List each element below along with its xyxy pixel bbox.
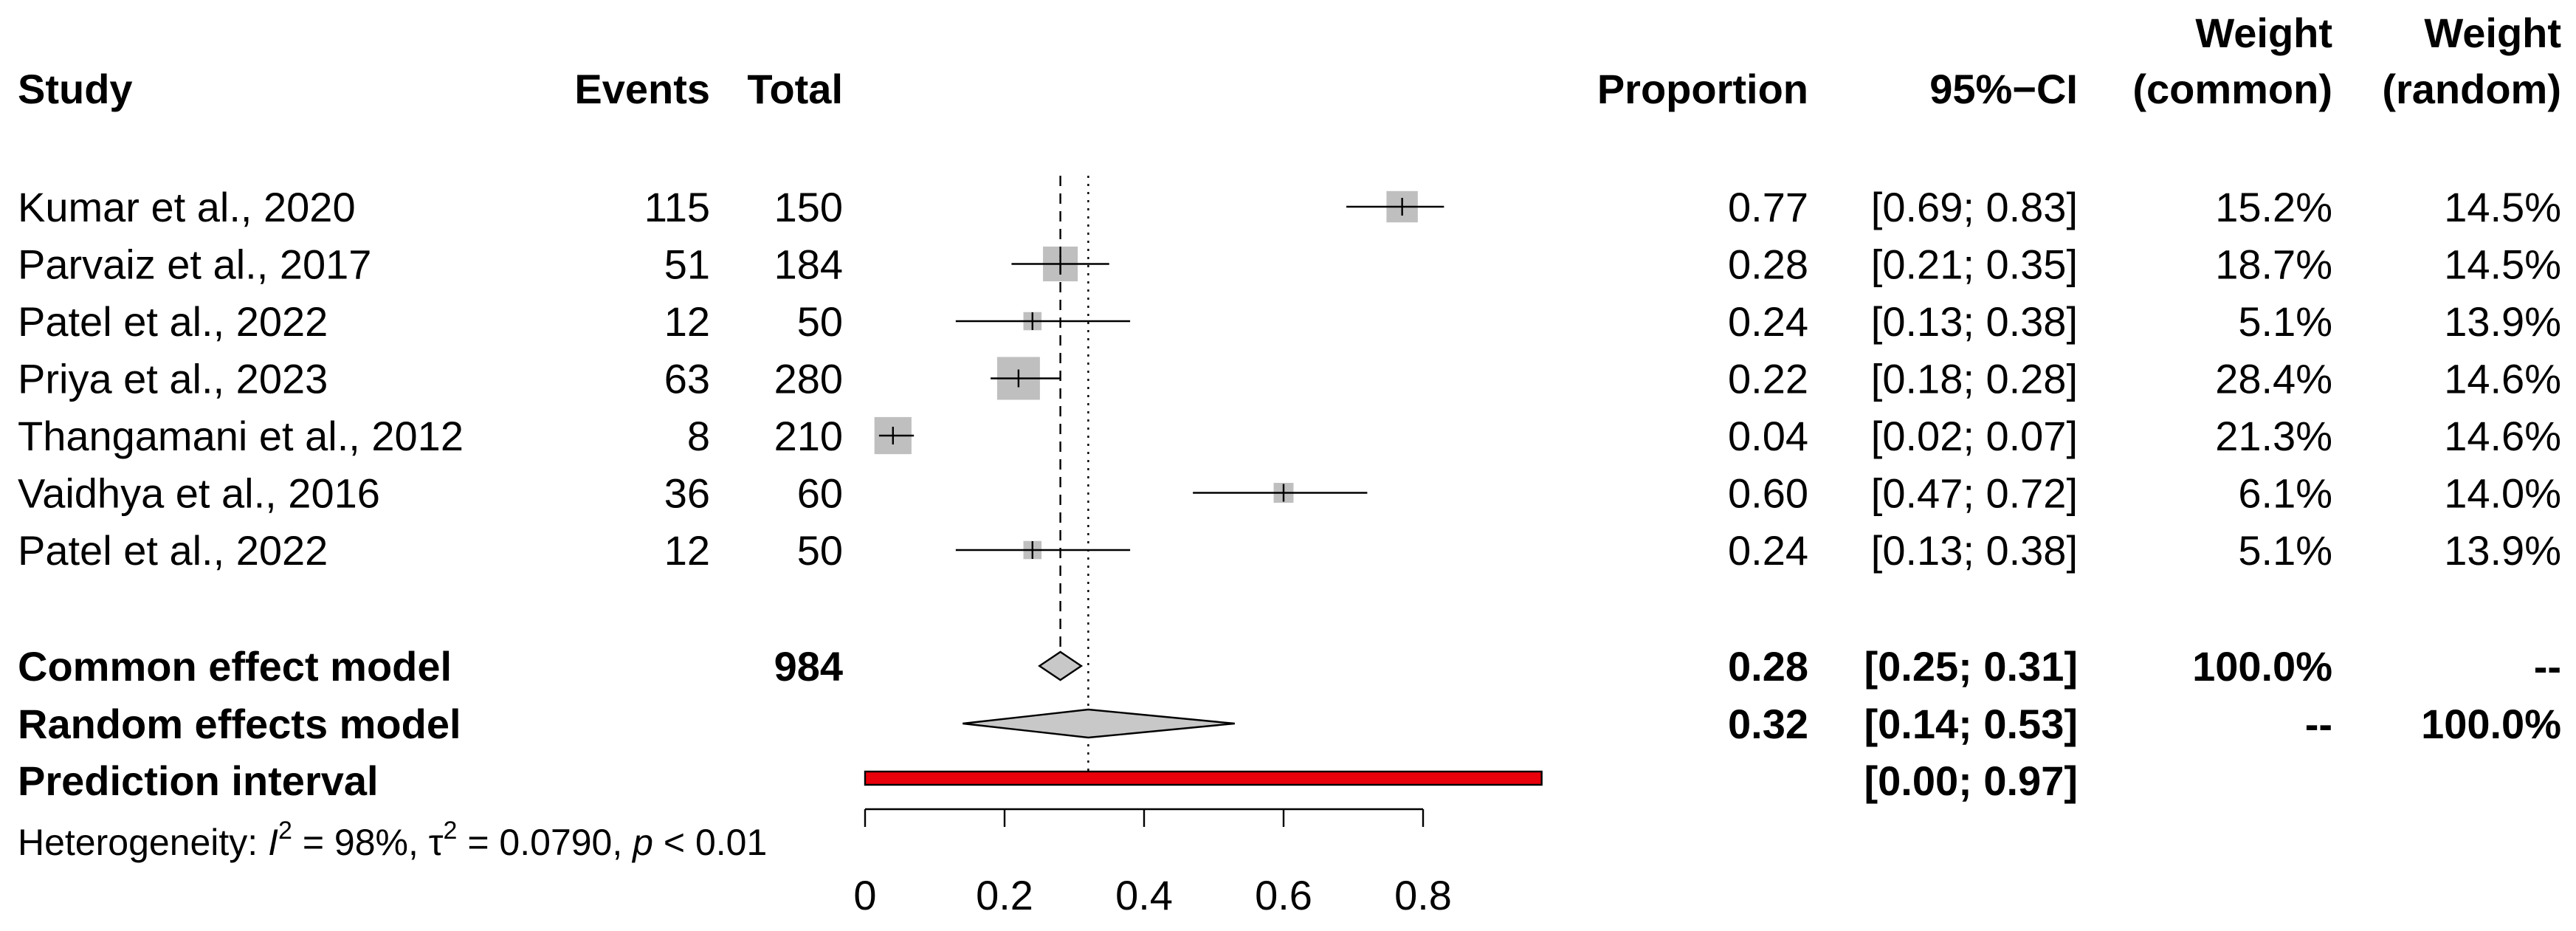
study-proportion: 0.04 (1728, 413, 1808, 459)
study-total: 50 (797, 527, 843, 574)
x-axis-tick-label: 0.8 (1394, 872, 1452, 918)
het-tau-value: = 0.0790, (457, 822, 633, 863)
het-i2-sup: 2 (278, 817, 292, 845)
plot-marks (864, 176, 1543, 786)
study-ci: [0.21; 0.35] (1871, 241, 2078, 288)
study-total: 280 (774, 356, 843, 402)
common-weight-random: -- (2534, 643, 2561, 690)
study-proportion: 0.77 (1728, 184, 1808, 230)
het-tau-sup: 2 (444, 817, 458, 845)
study-proportion: 0.24 (1728, 527, 1808, 574)
x-axis-tick-label: 0.4 (1115, 872, 1173, 918)
header-proportion: Proportion (1597, 66, 1808, 112)
random-ci: [0.14; 0.53] (1864, 701, 2079, 747)
table-header: Study Events Total Proportion 95%−CI Wei… (18, 10, 2561, 112)
study-events: 8 (687, 413, 710, 459)
study-weight-common: 15.2% (2215, 184, 2332, 230)
common-ci: [0.25; 0.31] (1864, 643, 2079, 690)
study-weight-random: 14.5% (2444, 184, 2561, 230)
study-proportion: 0.24 (1728, 298, 1808, 345)
study-events: 12 (664, 527, 710, 574)
prediction-label: Prediction interval (18, 757, 379, 804)
het-prefix: Heterogeneity: (18, 822, 268, 863)
study-weight-random: 13.9% (2444, 527, 2561, 574)
prediction-interval-bar (864, 770, 1543, 786)
study-total: 60 (797, 470, 843, 517)
random-weight-random: 100.0% (2421, 701, 2561, 747)
study-events: 12 (664, 298, 710, 345)
study-name: Vaidhya et al., 2016 (18, 470, 380, 517)
het-i2-value: = 98%, (292, 822, 429, 863)
header-weight-random-bottom: (random) (2382, 66, 2561, 112)
het-p-value: < 0.01 (653, 822, 767, 863)
het-i2-symbol: I (268, 822, 278, 863)
study-name: Priya et al., 2023 (18, 356, 328, 402)
study-weight-random: 13.9% (2444, 298, 2561, 345)
random-proportion: 0.32 (1728, 701, 1808, 747)
study-name: Patel et al., 2022 (18, 298, 328, 345)
het-p-symbol: p (631, 822, 653, 863)
study-ci: [0.13; 0.38] (1871, 527, 2078, 574)
random-effects-diamond (962, 708, 1235, 739)
study-ci: [0.02; 0.07] (1871, 413, 2078, 459)
study-events: 115 (644, 184, 710, 230)
common-effect-diamond (1038, 650, 1084, 681)
header-weight-common-bottom: (common) (2132, 66, 2332, 112)
header-ci: 95%−CI (1929, 66, 2078, 112)
study-total: 150 (774, 184, 843, 230)
study-ci: [0.47; 0.72] (1871, 470, 2078, 517)
common-weight-common: 100.0% (2192, 643, 2332, 690)
study-total: 210 (774, 413, 843, 459)
study-proportion: 0.60 (1728, 470, 1808, 517)
study-name: Patel et al., 2022 (18, 527, 328, 574)
x-axis: 0 0.2 0.4 0.6 0.8 (853, 808, 1452, 918)
study-name: Thangamani et al., 2012 (18, 413, 464, 459)
study-weight-random: 14.5% (2444, 241, 2561, 288)
prediction-interval-row: Prediction interval [0.00; 0.97] (18, 757, 2078, 804)
prediction-ci: [0.00; 0.97] (1864, 757, 2079, 804)
study-name: Kumar et al., 2020 (18, 184, 356, 230)
study-weight-common: 5.1% (2238, 527, 2332, 574)
study-rows: Kumar et al., 2020 115 150 0.77 [0.69; 0.83]… (18, 184, 2561, 574)
study-proportion: 0.28 (1728, 241, 1808, 288)
header-study: Study (18, 66, 133, 112)
common-proportion: 0.28 (1728, 643, 1808, 690)
random-weight-common: -- (2305, 701, 2332, 747)
header-events: Events (574, 66, 710, 112)
study-events: 63 (664, 356, 710, 402)
study-weight-random: 14.0% (2444, 470, 2561, 517)
header-weight-random-top: Weight (2424, 10, 2561, 56)
study-total: 184 (774, 241, 843, 288)
study-weight-common: 6.1% (2238, 470, 2332, 517)
study-weight-common: 21.3% (2215, 413, 2332, 459)
study-weight-common: 5.1% (2238, 298, 2332, 345)
heterogeneity-text: Heterogeneity: I2 = 98%, τ2 = 0.0790, p … (18, 817, 767, 863)
study-ci: [0.13; 0.38] (1871, 298, 2078, 345)
study-events: 51 (664, 241, 710, 288)
study-ci: [0.69; 0.83] (1871, 184, 2078, 230)
x-axis-tick-label: 0.6 (1255, 872, 1312, 918)
study-name: Parvaiz et al., 2017 (18, 241, 371, 288)
x-axis-tick-label: 0.2 (976, 872, 1033, 918)
het-tau-symbol: τ (429, 822, 444, 863)
header-weight-common-top: Weight (2195, 10, 2332, 56)
study-events: 36 (664, 470, 710, 517)
common-label: Common effect model (18, 643, 452, 690)
x-axis-tick-label: 0 (853, 872, 876, 918)
common-total: 984 (774, 643, 843, 690)
study-weight-common: 18.7% (2215, 241, 2332, 288)
random-effects-row: Random effects model 0.32 [0.14; 0.53] -… (18, 701, 2561, 747)
study-weight-random: 14.6% (2444, 356, 2561, 402)
study-weight-common: 28.4% (2215, 356, 2332, 402)
study-weight-random: 14.6% (2444, 413, 2561, 459)
common-effect-row: Common effect model 984 0.28 [0.25; 0.31… (18, 643, 2561, 690)
study-total: 50 (797, 298, 843, 345)
study-ci: [0.18; 0.28] (1871, 356, 2078, 402)
random-label: Random effects model (18, 701, 461, 747)
header-total: Total (747, 66, 843, 112)
study-proportion: 0.22 (1728, 356, 1808, 402)
